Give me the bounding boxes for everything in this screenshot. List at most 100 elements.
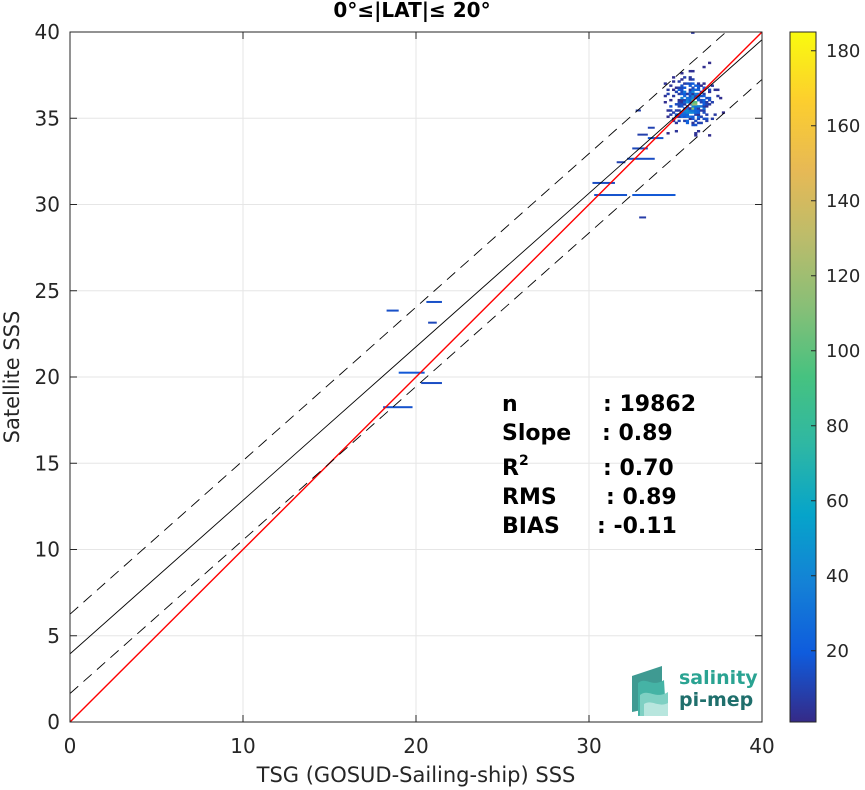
density-bin — [688, 117, 692, 121]
density-bin — [680, 101, 684, 104]
fit-lines — [70, 32, 762, 722]
density-bin — [694, 94, 698, 98]
density-bin — [688, 78, 692, 81]
y-tick-label: 30 — [35, 193, 60, 217]
density-bin — [680, 86, 684, 89]
density-bin — [666, 109, 670, 112]
density-bin — [691, 88, 695, 92]
density-bin — [702, 92, 706, 96]
colorbar-tick-label: 120 — [826, 266, 860, 287]
density-bin — [696, 92, 701, 96]
density-bin — [710, 117, 714, 121]
density-bin — [683, 109, 687, 112]
density-bin — [691, 111, 695, 114]
density-bin — [674, 90, 678, 94]
density-bin — [688, 84, 692, 87]
logo-line1: salinity — [679, 667, 758, 689]
density-bin — [683, 98, 687, 102]
density-bin — [688, 94, 692, 98]
y-tick-label: 40 — [35, 20, 60, 44]
density-bin — [702, 98, 706, 102]
stats-n-value: : 19862 — [603, 392, 696, 417]
density-bin — [699, 115, 703, 118]
density-bin — [702, 86, 706, 89]
density-bin — [691, 115, 695, 118]
density-bin — [699, 121, 703, 125]
colorbar-tick-label: 60 — [826, 491, 849, 512]
colorbar-tick-label: 20 — [826, 641, 849, 662]
density-bin — [666, 132, 670, 135]
density-bin — [691, 86, 695, 89]
density-bin — [683, 92, 687, 96]
density-bin — [669, 113, 673, 116]
density-bin — [691, 121, 695, 125]
density-bin — [663, 101, 667, 104]
density-bin — [685, 111, 690, 114]
density-bin — [708, 134, 712, 137]
stats-rms-label: RMS — [502, 485, 557, 510]
density-bin — [677, 103, 681, 106]
density-bin — [705, 101, 709, 104]
density-bin — [685, 113, 690, 116]
density-bin — [688, 96, 692, 100]
y-axis-title: Satellite SSS — [0, 311, 24, 444]
density-bin — [672, 88, 676, 92]
density-bin — [708, 61, 712, 65]
density-bin — [702, 117, 706, 121]
density-bin — [672, 117, 676, 121]
density-bin — [688, 92, 692, 96]
density-bin — [708, 103, 712, 106]
density-bin — [398, 371, 425, 374]
density-bin — [683, 103, 687, 106]
density-bin — [627, 157, 655, 160]
density-bin — [694, 103, 698, 106]
density-histogram — [383, 31, 726, 409]
density-bin — [696, 96, 701, 100]
density-bin — [683, 76, 687, 79]
density-bin — [696, 98, 701, 102]
density-bin — [691, 94, 695, 98]
density-bin — [680, 92, 684, 96]
density-bin — [677, 109, 681, 112]
density-bin — [680, 96, 684, 100]
density-bin — [691, 117, 695, 121]
density-bin — [691, 96, 695, 100]
density-bin — [677, 119, 681, 123]
density-bin — [680, 88, 684, 92]
density-bin — [696, 117, 701, 121]
stats-rms-value: : 0.89 — [606, 485, 677, 510]
density-bin — [685, 119, 690, 123]
density-bin — [696, 86, 701, 89]
axis-ticks: 0 10 20 30 40 0 5 10 15 20 25 30 35 40 — [35, 20, 775, 758]
density-bin — [383, 406, 413, 409]
density-bin — [386, 309, 399, 312]
density-bin — [677, 80, 681, 83]
density-bin — [677, 92, 681, 96]
density-bin — [705, 103, 709, 106]
x-tick-label: 20 — [403, 734, 428, 758]
density-bin — [702, 107, 706, 110]
density-bin — [694, 107, 698, 110]
density-bin — [694, 132, 698, 135]
colorbar-gradient — [789, 31, 817, 723]
density-bin — [713, 113, 717, 116]
y-tick-label: 10 — [35, 538, 60, 562]
density-bin — [705, 96, 709, 100]
fit-lines-clip — [70, 32, 762, 722]
density-bin — [716, 88, 720, 92]
stats-bias-value: : -0.11 — [597, 514, 677, 539]
density-bin — [674, 86, 678, 89]
density-bin — [702, 65, 706, 69]
density-bin — [683, 111, 687, 114]
fit-line-regression-offset — [70, 79, 762, 694]
density-bin — [680, 105, 684, 108]
density-bin — [696, 88, 701, 92]
colorbar-tick-label: 40 — [826, 566, 849, 587]
density-bin — [672, 76, 676, 79]
density-bin — [696, 129, 701, 133]
density-bin — [691, 103, 695, 106]
density-bin — [666, 115, 670, 118]
density-bin — [699, 109, 703, 112]
density-bin — [696, 84, 701, 87]
y-tick-label: 15 — [35, 451, 60, 475]
